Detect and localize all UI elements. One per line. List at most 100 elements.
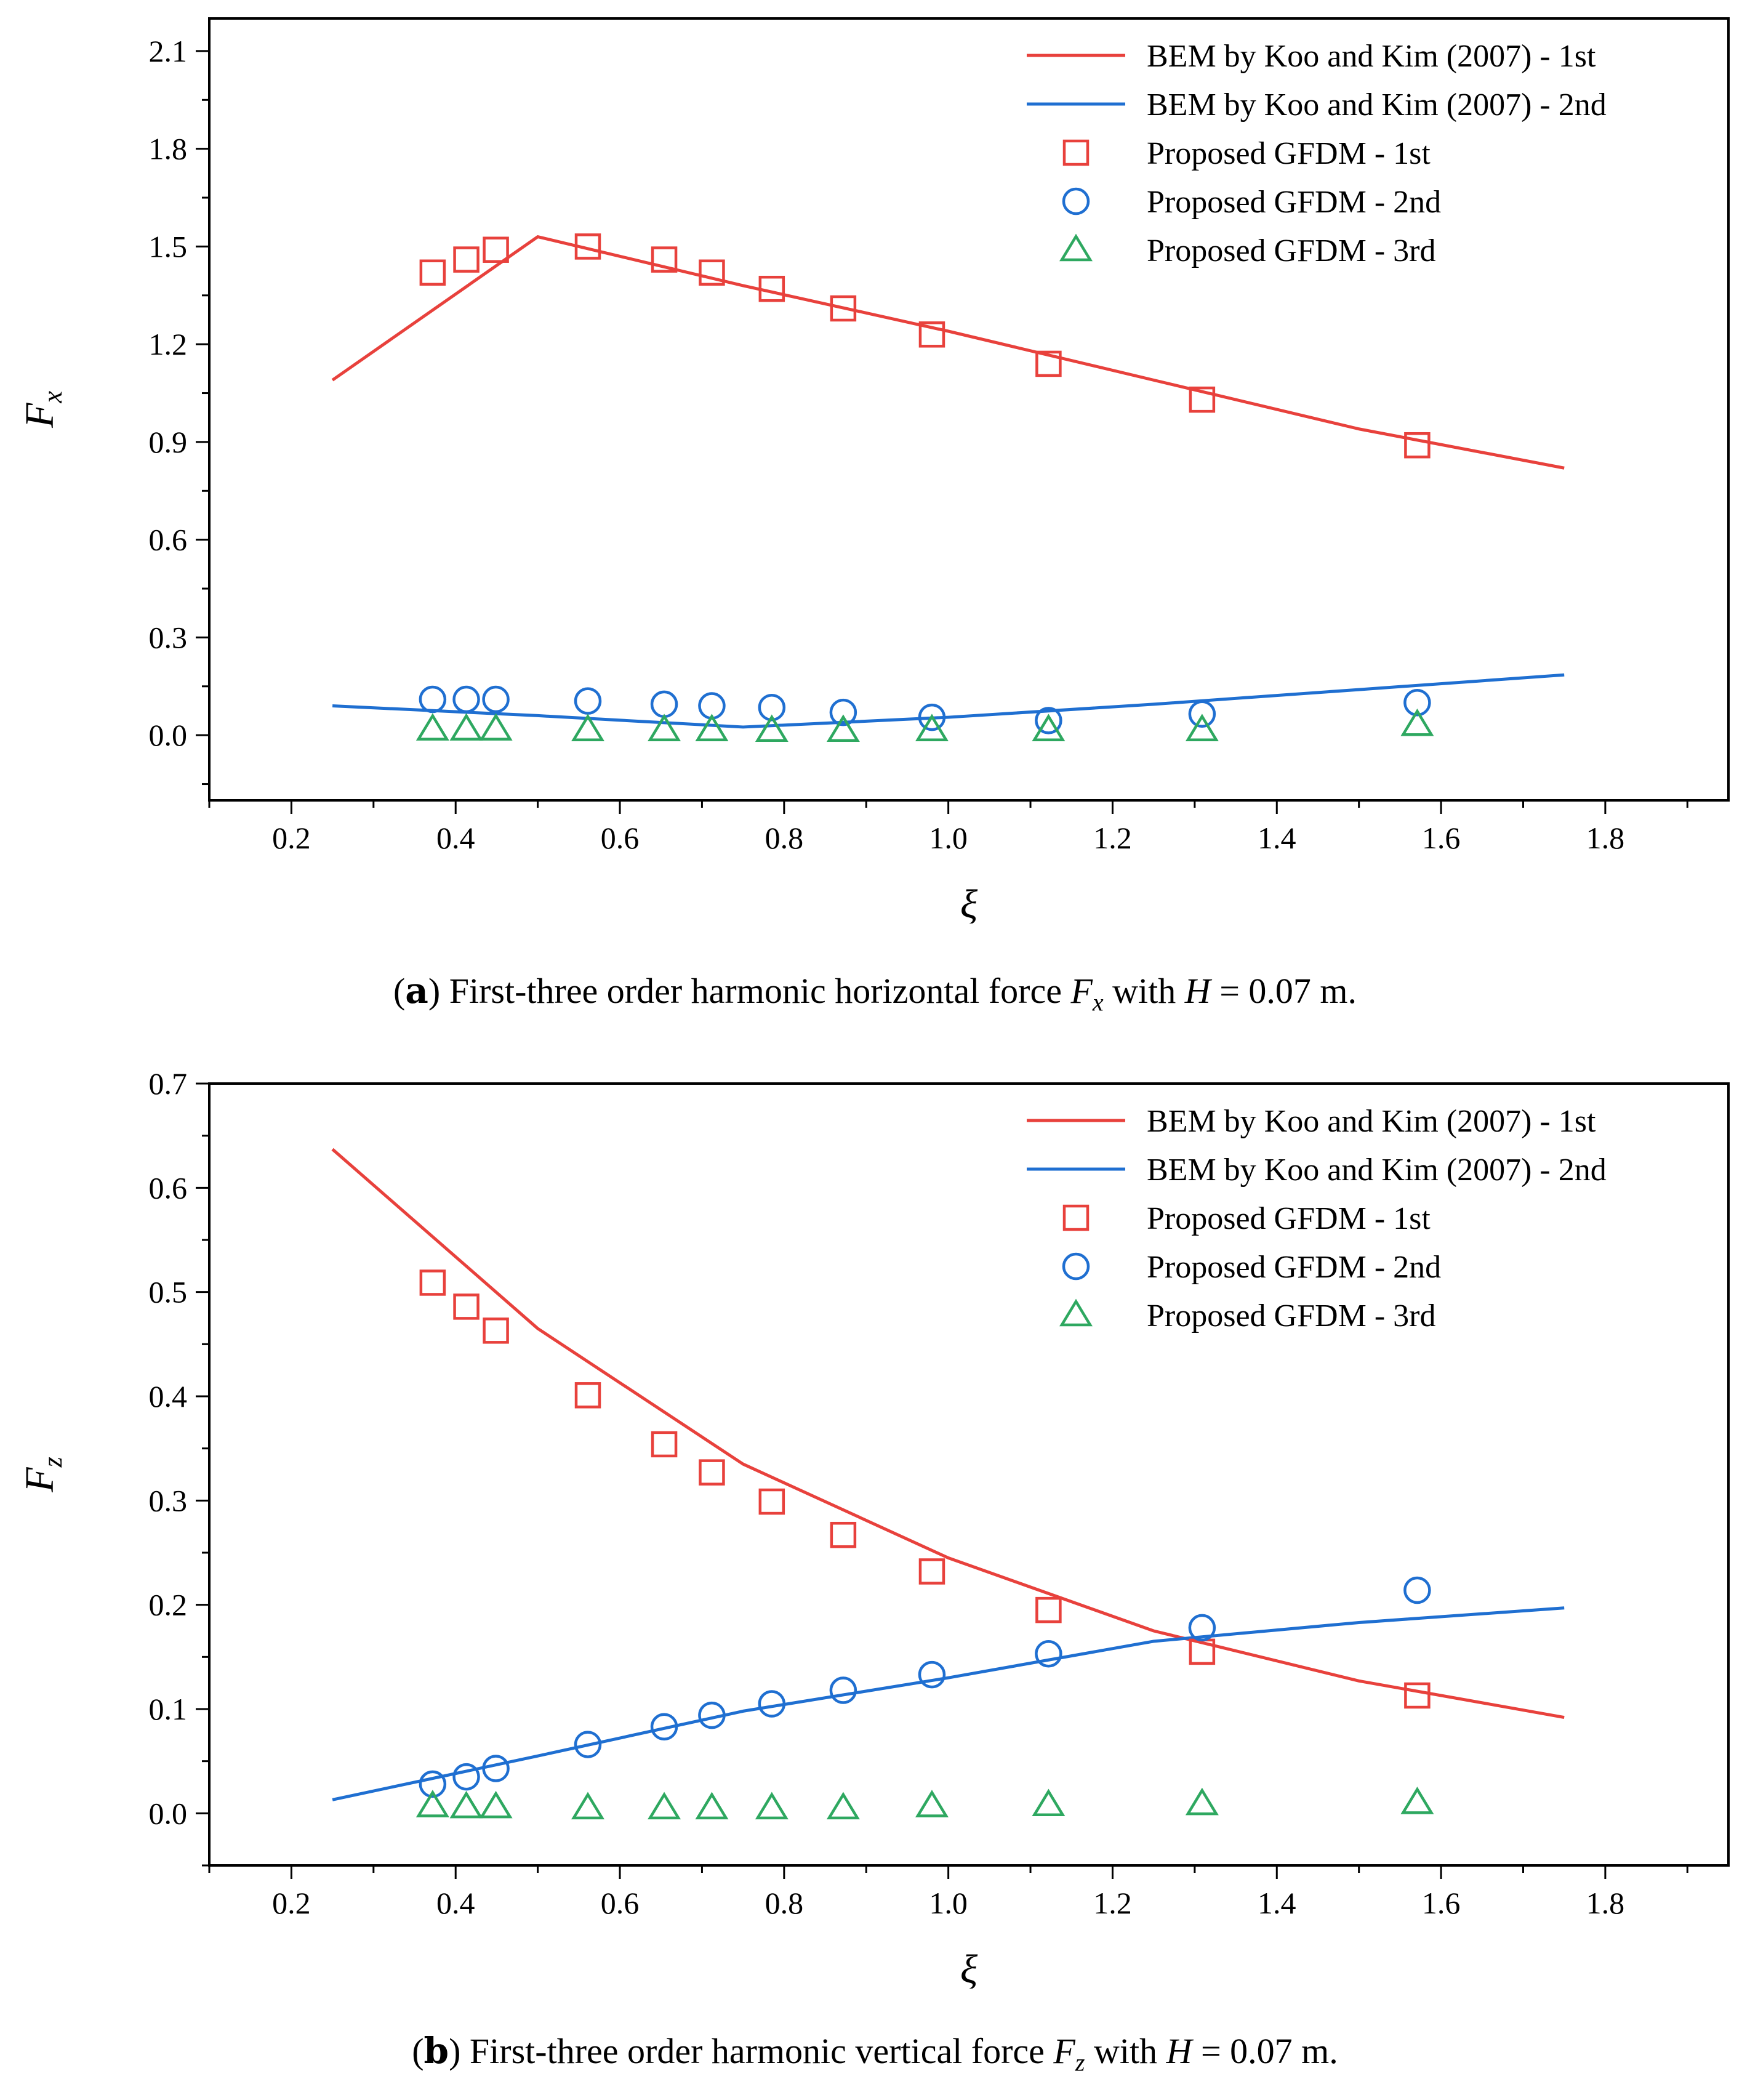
data-point <box>650 690 678 718</box>
data-point <box>651 246 678 273</box>
data-point <box>758 693 786 722</box>
caption-a-value: 0.07 m. <box>1248 971 1357 1011</box>
data-point <box>918 703 946 731</box>
legend-label: BEM by Koo and Kim (2007) - 1st <box>1147 39 1596 74</box>
legend-label: Proposed GFDM - 1st <box>1147 1201 1431 1236</box>
x-tick-label: 0.6 <box>601 1886 640 1920</box>
y-tick-label: 0.6 <box>149 523 188 557</box>
data-point <box>453 246 480 273</box>
x-tick-label: 1.0 <box>929 821 968 855</box>
data-point <box>1188 700 1216 728</box>
series-line <box>332 673 1565 729</box>
series-3 <box>419 1269 1431 1709</box>
data-point <box>650 1713 678 1741</box>
data-point <box>755 1792 789 1820</box>
x-tick-label: 0.8 <box>765 1886 804 1920</box>
data-point <box>419 1269 446 1296</box>
data-point <box>1400 1787 1434 1814</box>
data-point <box>918 1558 945 1585</box>
x-tick-label: 0.8 <box>765 821 804 855</box>
y-axis-label-sub: z <box>38 1457 68 1468</box>
legend-label: Proposed GFDM - 3rd <box>1147 233 1435 268</box>
caption-b-value: 0.07 m. <box>1230 2031 1338 2071</box>
x-tick-label: 1.8 <box>1586 1886 1625 1920</box>
data-point <box>915 714 949 741</box>
data-point <box>571 1792 604 1820</box>
y-axis-label: Fx <box>17 391 68 428</box>
data-point <box>826 714 860 742</box>
data-point <box>574 687 602 715</box>
legend: BEM by Koo and Kim (2007) - 1st BEM by Ko… <box>1027 1104 1607 1334</box>
caption-b-condition: H <box>1166 2031 1192 2071</box>
legend-label: Proposed GFDM - 2nd <box>1147 185 1441 220</box>
data-point <box>758 1488 785 1515</box>
data-point <box>648 714 681 741</box>
x-tick-label: 0.4 <box>436 821 475 855</box>
legend-swatch-marker <box>1062 1204 1090 1231</box>
y-tick-label: 0.9 <box>149 425 188 459</box>
data-point <box>915 1790 949 1817</box>
legend: BEM by Koo and Kim (2007) - 1st BEM by Ko… <box>1027 39 1607 268</box>
caption-b-text: First-three order harmonic vertical forc… <box>469 2031 1045 2071</box>
data-point <box>419 259 446 286</box>
caption-b-symbol-sub: z <box>1075 2048 1085 2077</box>
series-line <box>332 1606 1565 1801</box>
caption-a-symbol: F <box>1070 971 1093 1011</box>
y-tick-label: 0.6 <box>149 1170 188 1205</box>
y-tick-label: 0.3 <box>149 1483 188 1518</box>
data-point <box>1189 386 1216 413</box>
plot-frame <box>208 1082 1730 1867</box>
data-point <box>482 685 510 714</box>
legend-swatch-marker <box>1059 1298 1093 1327</box>
data-point <box>482 1755 510 1782</box>
legend-label: BEM by Koo and Kim (2007) - 2nd <box>1147 87 1607 123</box>
data-point <box>1404 432 1431 459</box>
x-tick-label: 1.2 <box>1093 821 1132 855</box>
data-point <box>452 1763 480 1791</box>
data-point <box>1035 1640 1062 1668</box>
data-point <box>419 1770 447 1798</box>
y-tick-label: 0.7 <box>149 1066 188 1101</box>
x-tick-label: 1.4 <box>1258 1886 1296 1920</box>
caption-b: (b) First-three order harmonic vertical … <box>412 2030 1338 2077</box>
series-1 <box>331 235 1565 470</box>
data-point <box>479 1790 513 1819</box>
x-axis-label: ξ <box>960 1947 978 1989</box>
caption-a-with: with <box>1112 971 1176 1011</box>
x-tick-label: 1.0 <box>929 1886 968 1920</box>
y-axis-label: Fz <box>17 1457 68 1492</box>
data-point <box>571 714 604 741</box>
y-tick-label: 0.0 <box>149 718 188 752</box>
data-point <box>830 1521 857 1548</box>
data-point <box>648 1792 681 1820</box>
legend-swatch-marker <box>1062 1252 1090 1281</box>
data-point <box>758 1690 786 1718</box>
series-2 <box>332 673 1565 729</box>
data-point <box>1032 714 1066 741</box>
data-point <box>826 1792 860 1820</box>
y-tick-label: 2.1 <box>149 34 188 68</box>
data-point <box>755 714 789 742</box>
data-point <box>1400 708 1434 736</box>
data-point <box>453 1293 480 1320</box>
caption-a: (a) First-three order harmonic horizonta… <box>393 970 1357 1016</box>
series-line <box>331 235 1565 470</box>
data-point <box>699 1459 725 1486</box>
y-tick-label: 1.2 <box>149 327 188 361</box>
legend-label: Proposed GFDM - 2nd <box>1147 1250 1441 1285</box>
data-point <box>1403 1576 1431 1604</box>
data-point <box>1404 1682 1431 1709</box>
data-point <box>574 1731 602 1758</box>
data-point <box>415 1790 449 1817</box>
data-point <box>651 1431 678 1458</box>
data-point <box>918 321 945 348</box>
axes: 0.2 0.4 0.6 0.8 1.0 1.2 1.4 1.6 1.8 0.0 0.1 0.2 0.3 0… <box>17 1066 1730 1989</box>
data-point <box>419 685 447 714</box>
data-point <box>758 275 785 302</box>
data-point <box>1032 1788 1066 1817</box>
series-5 <box>415 1787 1434 1820</box>
x-tick-label: 1.4 <box>1258 821 1296 855</box>
series-4 <box>419 1576 1431 1798</box>
caption-b-with: with <box>1093 2031 1158 2071</box>
data-point <box>1188 1614 1216 1642</box>
